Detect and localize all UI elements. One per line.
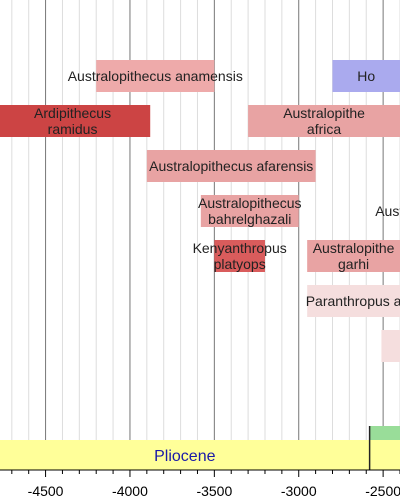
species-label: Ardipithecus: [34, 105, 111, 121]
species-bar: [146, 150, 316, 182]
x-axis: -4500 -4000 -3500 -3000 -2500: [0, 469, 400, 499]
species-label: Ho: [357, 68, 375, 84]
species-bar: [381, 330, 400, 362]
species-bars: [0, 60, 400, 362]
species-label: platyops: [214, 256, 266, 272]
species-labels: Australopithecus anamensis Ho Ardipithecus…: [34, 68, 400, 309]
period-band: [369, 426, 400, 440]
species-label: Paranthropus a: [306, 293, 400, 309]
species-label: Austr: [375, 203, 400, 219]
epoch-label: Pliocene: [154, 448, 215, 465]
species-label: africa: [307, 121, 341, 137]
species-label: ramidus: [48, 121, 98, 137]
tick-label: -4500: [28, 483, 64, 499]
species-bar: [307, 285, 400, 317]
species-bar: [307, 240, 400, 272]
species-label: garhi: [338, 256, 369, 272]
tick-label: -2500: [365, 483, 400, 499]
tick-label: -4000: [112, 483, 148, 499]
species-label: Australopithecus afarensis: [149, 158, 313, 174]
species-bar: [332, 60, 400, 92]
species-bar: [248, 105, 400, 137]
species-label: Kenyanthropus: [193, 240, 287, 256]
species-bar: [200, 195, 299, 227]
species-label: Australopithe: [313, 240, 395, 256]
species-bar: [214, 240, 265, 272]
epoch-bands: Pliocene: [0, 426, 400, 470]
species-bar: [0, 105, 151, 137]
species-label: Australopithe: [283, 105, 365, 121]
species-label: Australopithecus anamensis: [68, 68, 243, 84]
epoch-band: [0, 440, 370, 470]
species-bar: [96, 60, 215, 92]
species-label: Australopithecus: [198, 195, 302, 211]
tick-label: -3500: [196, 483, 232, 499]
epoch-band: [369, 440, 400, 470]
tick-label: -3000: [281, 483, 317, 499]
species-label: bahrelghazali: [208, 211, 291, 227]
